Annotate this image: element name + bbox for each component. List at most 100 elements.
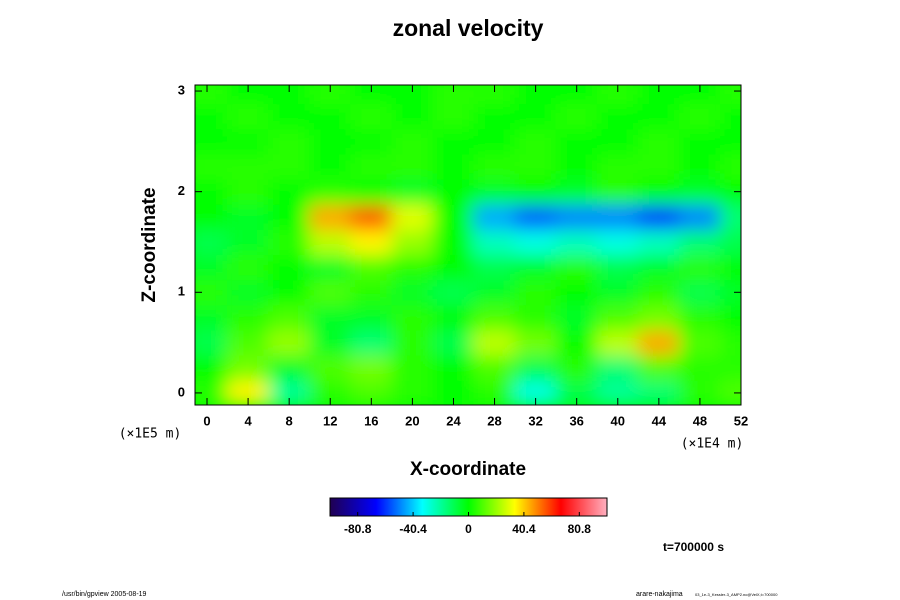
field-cell (555, 103, 598, 130)
colorbar-tick-label: -40.4 (399, 522, 427, 536)
field-cells (195, 85, 741, 405)
field-cell (350, 203, 393, 230)
field-cell (309, 203, 352, 230)
field-cell (195, 329, 229, 356)
field-cell (227, 329, 270, 356)
field-cell (555, 304, 598, 331)
time-label: t=700000 s (663, 540, 724, 554)
field-cell (227, 203, 270, 230)
field-cell (637, 254, 680, 281)
colorbar-tick-label: 80.8 (568, 522, 592, 536)
x-axis-title: X-coordinate (410, 459, 526, 480)
field-cell (350, 85, 393, 105)
field-cell (350, 329, 393, 356)
field-cell (432, 329, 475, 356)
x-tick-label: 52 (734, 413, 748, 428)
footer-right: arare-nakajima (636, 591, 683, 598)
field-cell (678, 329, 721, 356)
field-cell (350, 279, 393, 306)
field-cell (719, 153, 741, 180)
field-cell (309, 128, 352, 155)
field-cell (195, 128, 229, 155)
y-tick-label: 0 (178, 384, 185, 399)
field-cell (432, 203, 475, 230)
field-cell (195, 379, 229, 405)
y-unit: (×1E5 m) (119, 427, 182, 442)
field-cell (514, 254, 557, 281)
field-cell (391, 304, 434, 331)
y-tick-label: 3 (178, 82, 185, 97)
field-cell (473, 153, 516, 180)
field-cell (350, 354, 393, 381)
field-cell (596, 279, 639, 306)
x-tick-label: 48 (693, 413, 707, 428)
field-cell (637, 203, 680, 230)
field-cell (391, 178, 434, 205)
colorbar-ticks: -80.8 -40.4 0 40.4 80.8 (344, 512, 591, 536)
field-cell (719, 203, 741, 230)
field-cell (555, 279, 598, 306)
colorbar-tick-label: -80.8 (344, 522, 372, 536)
field-cell (719, 304, 741, 331)
field-cell (268, 354, 311, 381)
field-cell (391, 354, 434, 381)
field-cell (637, 85, 680, 105)
field-cell (596, 203, 639, 230)
field-cell (195, 103, 229, 130)
field-cell (555, 329, 598, 356)
field-cell (719, 228, 741, 256)
field-cell (596, 228, 639, 256)
field (195, 85, 741, 405)
field-cell (637, 103, 680, 130)
field-cell (227, 178, 270, 205)
field-cell (350, 178, 393, 205)
field-cell (555, 354, 598, 381)
field-cell (195, 203, 229, 230)
field-cell (473, 178, 516, 205)
field-cell (678, 203, 721, 230)
field-cell (637, 354, 680, 381)
field-cell (350, 254, 393, 281)
field-cell (678, 178, 721, 205)
field-cell (514, 329, 557, 356)
field-cell (432, 304, 475, 331)
x-tick-label: 16 (364, 413, 378, 428)
field-cell (637, 228, 680, 256)
field-cell (309, 153, 352, 180)
field-cell (514, 153, 557, 180)
x-tick-label: 12 (323, 413, 337, 428)
x-unit: (×1E4 m) (681, 437, 744, 452)
field-cell (473, 304, 516, 331)
x-tick-label: 24 (446, 413, 461, 428)
field-cell (309, 354, 352, 381)
field-cell (719, 254, 741, 281)
field-cell (391, 85, 434, 105)
field-cell (432, 153, 475, 180)
field-cell (555, 228, 598, 256)
field-cell (195, 228, 229, 256)
field-cell (596, 103, 639, 130)
field-cell (637, 279, 680, 306)
field-cell (391, 128, 434, 155)
field-cell (227, 85, 270, 105)
field-cell (719, 178, 741, 205)
colorbar-tick-label: 0 (465, 522, 472, 536)
field-cell (391, 329, 434, 356)
x-tick-label: 20 (405, 413, 419, 428)
field-cell (350, 103, 393, 130)
field-cell (555, 128, 598, 155)
field-cell (227, 228, 270, 256)
field-cell (473, 85, 516, 105)
field-cell (227, 354, 270, 381)
chart-title: zonal velocity (393, 15, 544, 41)
field-cell (596, 354, 639, 381)
field-cell (637, 329, 680, 356)
field-cell (195, 254, 229, 281)
field-cell (678, 128, 721, 155)
field-cell (555, 203, 598, 230)
x-tick-label: 8 (286, 413, 293, 428)
field-cell (268, 254, 311, 281)
field-cell (350, 153, 393, 180)
field-cell (268, 304, 311, 331)
